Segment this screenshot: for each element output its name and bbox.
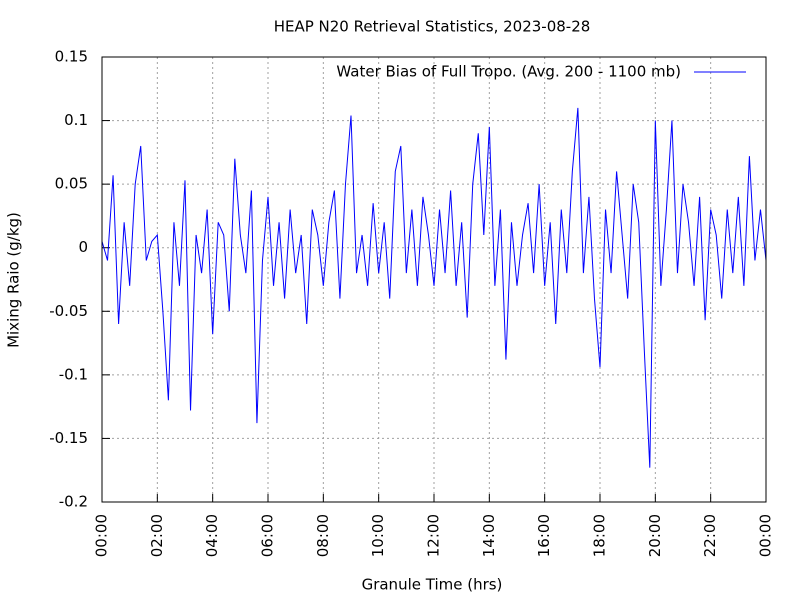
y-tick-label: -0.1 [59,365,88,383]
data-line [101,107,767,468]
x-tick-label: 16:00 [535,514,553,557]
y-tick-label: -0.15 [49,429,88,447]
y-tick-label: -0.05 [49,302,88,320]
x-axis-label: Granule Time (hrs) [362,576,503,594]
x-tick-label: 00:00 [93,514,111,557]
x-tick-label: 00:00 [757,514,775,557]
legend-label: Water Bias of Full Tropo. (Avg. 200 - 11… [336,63,681,81]
y-tick-label: 0.05 [55,175,88,193]
x-tick-label: 14:00 [480,514,498,557]
x-tick-label: 06:00 [259,514,277,557]
x-tick-label: 08:00 [314,514,332,557]
y-axis-label: Mixing Raio (g/kg) [5,212,23,348]
chart-title: HEAP N20 Retrieval Statistics, 2023-08-2… [274,18,591,36]
y-tick-label: 0.15 [55,48,88,66]
y-tick-label: 0.1 [64,111,88,129]
x-tick-label: 02:00 [148,514,166,557]
x-tick-label: 22:00 [701,514,719,557]
plot-frame [101,56,767,503]
x-tick-label: 12:00 [425,514,443,557]
x-tick-label: 10:00 [369,514,387,557]
y-tick-label: -0.2 [59,493,88,511]
x-tick-label: 18:00 [591,514,609,557]
x-tick-label: 20:00 [646,514,664,557]
x-tick-label: 04:00 [203,514,221,557]
y-tick-label: 0 [78,238,88,256]
